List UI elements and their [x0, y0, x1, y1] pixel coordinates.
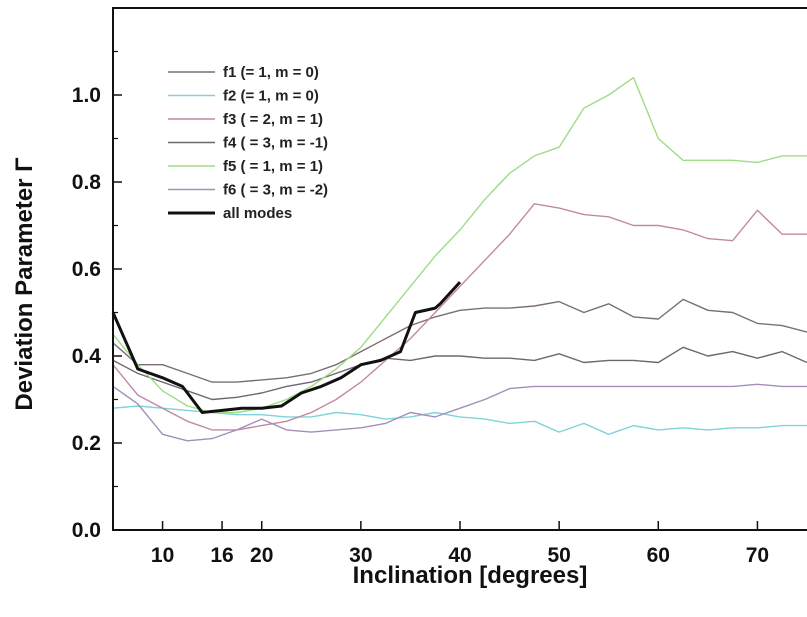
x-tick-label: 16	[210, 544, 233, 567]
series-line-7	[111, 281, 462, 414]
x-tick-label: 50	[547, 544, 570, 567]
legend-label: f3 ( = 2, m = 1)	[223, 111, 323, 128]
legend-label: f1 (= 1, m = 0)	[223, 64, 319, 81]
series-line-1	[112, 298, 807, 383]
x-tick-label: 30	[349, 544, 372, 567]
x-tick-label: 20	[250, 544, 273, 567]
legend-label: f2 (= 1, m = 0)	[223, 88, 319, 105]
legend: f1 (= 1, m = 0) f2 (= 1, m = 0) f3 ( = 2, …	[168, 64, 328, 222]
y-tick-label: 0.4	[72, 345, 102, 368]
legend-label: all modes	[223, 205, 292, 222]
y-axis-label: Deviation Parameter Γ	[11, 157, 38, 411]
series-layer	[111, 76, 807, 442]
y-tick-label: 0.6	[72, 258, 101, 281]
series-line-3	[112, 203, 807, 431]
y-tick-label: 0.0	[72, 519, 101, 542]
plot-frame	[112, 7, 807, 531]
x-tick-label: 40	[448, 544, 471, 567]
x-tick-label: 60	[647, 544, 670, 567]
legend-label: f4 ( = 3, m = -1)	[223, 135, 328, 152]
x-tick-label: 10	[151, 544, 174, 567]
legend-label: f6 ( = 3, m = -2)	[223, 182, 328, 199]
legend-label: f5 ( = 1, m = 1)	[223, 158, 323, 175]
ticks-layer: 10 16 20 30 40 50 60 70 0.0 0.2 0.4 0.6 0.8 1.0	[72, 50, 769, 567]
y-tick-label: 1.0	[72, 84, 101, 107]
x-axis-label: Inclination [degrees]	[353, 562, 588, 589]
series-line-6	[112, 383, 807, 442]
y-tick-label: 0.8	[72, 171, 102, 194]
x-tick-label: 70	[746, 544, 769, 567]
y-tick-label: 0.2	[72, 432, 101, 455]
series-line-5	[112, 76, 807, 414]
series-line-4	[112, 346, 807, 401]
series-line-2	[112, 405, 807, 435]
